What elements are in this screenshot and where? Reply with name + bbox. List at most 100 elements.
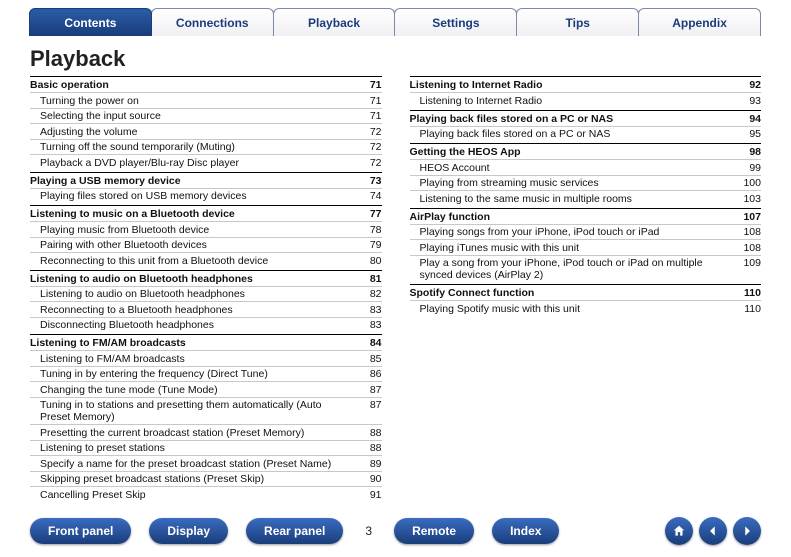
toc-page: 80 bbox=[354, 255, 382, 267]
toc-label: Skipping preset broadcast stations (Pres… bbox=[30, 473, 354, 485]
top-tabs: ContentsConnectionsPlaybackSettingsTipsA… bbox=[0, 0, 791, 36]
toc-page: 71 bbox=[354, 110, 382, 122]
toc-item[interactable]: Playing iTunes music with this unit108 bbox=[410, 239, 762, 255]
page-number: 3 bbox=[365, 524, 372, 538]
toc-item[interactable]: Turning off the sound temporarily (Mutin… bbox=[30, 139, 382, 155]
toc-label: Playing back files stored on a PC or NAS bbox=[410, 113, 614, 125]
toc-label: Playing from streaming music services bbox=[410, 177, 734, 189]
toc-label: Tuning in by entering the frequency (Dir… bbox=[30, 368, 354, 380]
toc-page: 72 bbox=[354, 141, 382, 153]
toc-page: 81 bbox=[354, 273, 382, 285]
toc-item[interactable]: Listening to Internet Radio93 bbox=[410, 92, 762, 108]
toc-item[interactable]: Play a song from your iPhone, iPod touch… bbox=[410, 255, 762, 283]
nav-rear-panel[interactable]: Rear panel bbox=[246, 518, 343, 544]
toc-page: 93 bbox=[733, 95, 761, 107]
toc-label: Listening to Internet Radio bbox=[410, 95, 734, 107]
home-icon[interactable] bbox=[665, 517, 693, 545]
toc-item[interactable]: Playing files stored on USB memory devic… bbox=[30, 188, 382, 204]
toc-section[interactable]: Spotify Connect function 110 bbox=[410, 284, 762, 300]
toc-label: Listening to music on a Bluetooth device bbox=[30, 208, 235, 220]
toc-item[interactable]: Playing Spotify music with this unit110 bbox=[410, 300, 762, 316]
toc-item[interactable]: Disconnecting Bluetooth headphones83 bbox=[30, 317, 382, 333]
toc-item[interactable]: Adjusting the volume72 bbox=[30, 123, 382, 139]
nav-front-panel[interactable]: Front panel bbox=[30, 518, 131, 544]
toc-item[interactable]: Listening to FM/AM broadcasts85 bbox=[30, 350, 382, 366]
toc-label: Playing Spotify music with this unit bbox=[410, 303, 734, 315]
toc-page: 83 bbox=[354, 304, 382, 316]
toc-label: HEOS Account bbox=[410, 162, 734, 174]
toc-label: Listening to FM/AM broadcasts bbox=[30, 353, 354, 365]
toc-section[interactable]: Basic operation71 bbox=[30, 76, 382, 92]
toc-item[interactable]: Listening to audio on Bluetooth headphon… bbox=[30, 286, 382, 302]
toc-label: Playing music from Bluetooth device bbox=[30, 224, 354, 236]
toc-page: 85 bbox=[354, 353, 382, 365]
toc-section[interactable]: Listening to FM/AM broadcasts84 bbox=[30, 334, 382, 350]
toc-section[interactable]: Playing back files stored on a PC or NAS… bbox=[410, 110, 762, 126]
tab-connections[interactable]: Connections bbox=[151, 8, 274, 36]
toc-label: Pairing with other Bluetooth devices bbox=[30, 239, 354, 251]
toc-item[interactable]: Pairing with other Bluetooth devices79 bbox=[30, 237, 382, 253]
toc-page: 100 bbox=[733, 177, 761, 189]
page-title: Playback bbox=[0, 36, 791, 76]
toc-section[interactable]: Listening to Internet Radio 92 bbox=[410, 76, 762, 92]
toc-label: Listening to Internet Radio bbox=[410, 79, 543, 91]
nav-remote[interactable]: Remote bbox=[394, 518, 474, 544]
toc-item[interactable]: HEOS Account99 bbox=[410, 159, 762, 175]
toc-label: AirPlay function bbox=[410, 211, 491, 223]
toc-section[interactable]: Listening to audio on Bluetooth headphon… bbox=[30, 270, 382, 286]
toc-page: 73 bbox=[354, 175, 382, 187]
toc-page: 92 bbox=[733, 79, 761, 91]
toc-page: 110 bbox=[733, 287, 761, 299]
toc-item[interactable]: Tuning in by entering the frequency (Dir… bbox=[30, 366, 382, 382]
toc-item[interactable]: Playback a DVD player/Blu-ray Disc playe… bbox=[30, 154, 382, 170]
toc-label: Playing iTunes music with this unit bbox=[410, 242, 734, 254]
toc-item[interactable]: Tuning in to stations and presetting the… bbox=[30, 397, 382, 425]
toc-section[interactable]: Getting the HEOS App98 bbox=[410, 143, 762, 159]
tab-tips[interactable]: Tips bbox=[516, 8, 639, 36]
toc-page: 87 bbox=[354, 399, 382, 423]
toc-page: 87 bbox=[354, 384, 382, 396]
prev-page-icon[interactable] bbox=[699, 517, 727, 545]
toc-item[interactable]: Specify a name for the preset broadcast … bbox=[30, 455, 382, 471]
toc-page: 103 bbox=[733, 193, 761, 205]
nav-display[interactable]: Display bbox=[149, 518, 228, 544]
tab-playback[interactable]: Playback bbox=[273, 8, 396, 36]
toc-section[interactable]: AirPlay function107 bbox=[410, 208, 762, 224]
toc-label: Spotify Connect function bbox=[410, 287, 535, 299]
toc-item[interactable]: Playing from streaming music services100 bbox=[410, 175, 762, 191]
toc-item[interactable]: Cancelling Preset Skip91 bbox=[30, 486, 382, 502]
toc-item[interactable]: Skipping preset broadcast stations (Pres… bbox=[30, 471, 382, 487]
next-page-icon[interactable] bbox=[733, 517, 761, 545]
nav-circle-group bbox=[665, 517, 761, 545]
toc-label: Reconnecting to this unit from a Bluetoo… bbox=[30, 255, 354, 267]
toc-item[interactable]: Selecting the input source71 bbox=[30, 108, 382, 124]
toc-item[interactable]: Reconnecting to a Bluetooth headphones83 bbox=[30, 301, 382, 317]
toc-item[interactable]: Playing music from Bluetooth device78 bbox=[30, 221, 382, 237]
toc-item[interactable]: Presetting the current broadcast station… bbox=[30, 424, 382, 440]
toc-item[interactable]: Reconnecting to this unit from a Bluetoo… bbox=[30, 252, 382, 268]
toc-item[interactable]: Turning the power on71 bbox=[30, 92, 382, 108]
toc-label: Changing the tune mode (Tune Mode) bbox=[30, 384, 354, 396]
toc-columns: Basic operation71Turning the power on71S… bbox=[0, 76, 791, 502]
toc-label: Cancelling Preset Skip bbox=[30, 489, 354, 501]
toc-page: 72 bbox=[354, 157, 382, 169]
nav-index[interactable]: Index bbox=[492, 518, 559, 544]
toc-item[interactable]: Playing back files stored on a PC or NAS… bbox=[410, 126, 762, 142]
tab-appendix[interactable]: Appendix bbox=[638, 8, 761, 36]
toc-page: 98 bbox=[733, 146, 761, 158]
toc-page: 78 bbox=[354, 224, 382, 236]
tab-contents[interactable]: Contents bbox=[29, 8, 152, 36]
toc-section[interactable]: Playing a USB memory device73 bbox=[30, 172, 382, 188]
toc-item[interactable]: Listening to preset stations88 bbox=[30, 440, 382, 456]
toc-item[interactable]: Changing the tune mode (Tune Mode)87 bbox=[30, 381, 382, 397]
tab-settings[interactable]: Settings bbox=[394, 8, 517, 36]
toc-page: 88 bbox=[354, 442, 382, 454]
toc-section[interactable]: Listening to music on a Bluetooth device… bbox=[30, 205, 382, 221]
toc-item[interactable]: Listening to the same music in multiple … bbox=[410, 190, 762, 206]
toc-page: 109 bbox=[733, 257, 761, 281]
toc-label: Listening to FM/AM broadcasts bbox=[30, 337, 186, 349]
toc-item[interactable]: Playing songs from your iPhone, iPod tou… bbox=[410, 224, 762, 240]
toc-label: Reconnecting to a Bluetooth headphones bbox=[30, 304, 354, 316]
toc-label: Presetting the current broadcast station… bbox=[30, 427, 354, 439]
toc-page: 79 bbox=[354, 239, 382, 251]
